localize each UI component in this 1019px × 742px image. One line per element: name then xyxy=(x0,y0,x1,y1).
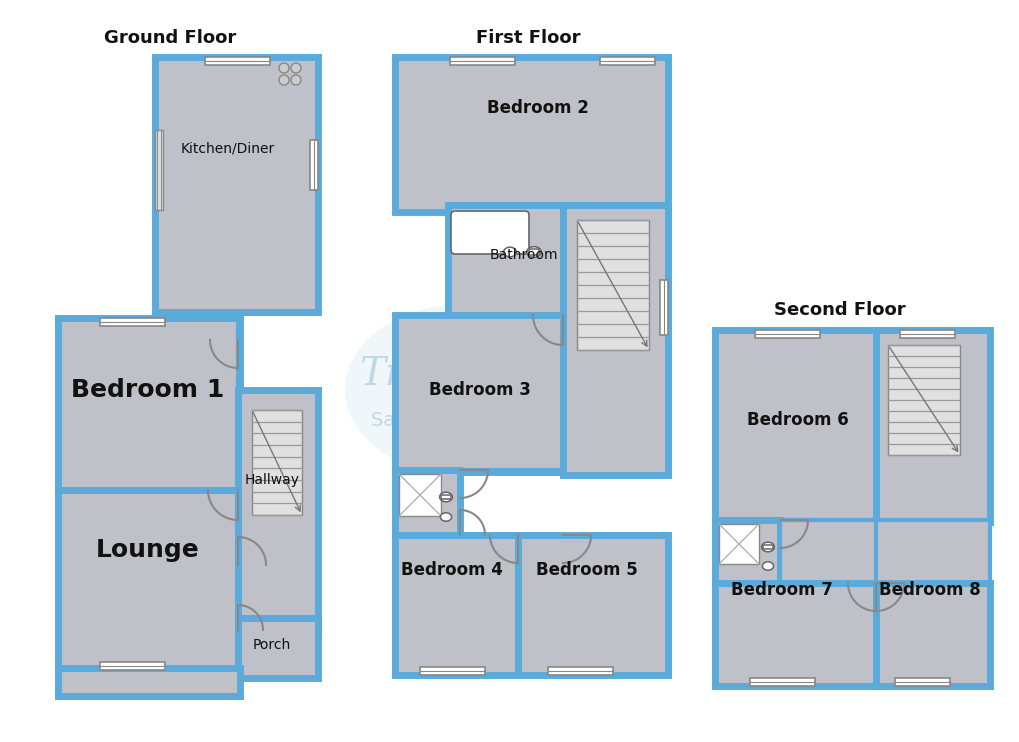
Bar xyxy=(714,520,780,585)
Bar xyxy=(547,667,612,675)
Bar xyxy=(441,495,450,499)
Text: Bathroom: Bathroom xyxy=(489,248,557,262)
Text: Bedroom 1: Bedroom 1 xyxy=(71,378,224,402)
Bar xyxy=(754,330,819,338)
Bar xyxy=(714,330,877,522)
Text: Hallway: Hallway xyxy=(245,473,300,487)
Bar xyxy=(899,330,954,338)
Ellipse shape xyxy=(439,492,452,502)
Text: First Floor: First Floor xyxy=(475,29,580,47)
Bar xyxy=(894,678,949,686)
Circle shape xyxy=(279,75,288,85)
Bar xyxy=(749,678,814,686)
Bar xyxy=(447,205,575,320)
Bar xyxy=(58,668,239,696)
Circle shape xyxy=(279,63,288,73)
Text: Bedroom 3: Bedroom 3 xyxy=(429,381,531,399)
Bar xyxy=(398,474,440,516)
Bar xyxy=(394,470,460,537)
Bar xyxy=(420,667,484,675)
Text: Bedroom 5: Bedroom 5 xyxy=(536,561,637,579)
Text: Bedroom 4: Bedroom 4 xyxy=(400,561,502,579)
Ellipse shape xyxy=(761,562,772,570)
Bar xyxy=(237,390,318,630)
Bar xyxy=(100,662,165,670)
Bar xyxy=(577,220,648,350)
Bar xyxy=(718,524,758,564)
Bar xyxy=(58,318,239,493)
Ellipse shape xyxy=(526,246,541,257)
Bar xyxy=(155,130,163,210)
Bar xyxy=(205,57,270,65)
Bar xyxy=(449,57,515,65)
Text: Lounge: Lounge xyxy=(96,538,200,562)
Bar xyxy=(599,57,654,65)
Bar xyxy=(394,315,565,472)
Bar xyxy=(714,583,877,686)
Text: Bedroom 7: Bedroom 7 xyxy=(731,581,833,599)
Bar xyxy=(237,618,318,678)
Bar xyxy=(518,535,667,675)
Bar xyxy=(58,490,239,670)
Bar xyxy=(155,57,318,312)
Text: Kitchen/Diner: Kitchen/Diner xyxy=(180,141,275,155)
Text: Second Floor: Second Floor xyxy=(773,301,905,319)
Text: Bedroom 2: Bedroom 2 xyxy=(487,99,588,117)
Text: Sales and Lettings: Sales and Lettings xyxy=(370,410,549,430)
Bar xyxy=(100,318,165,326)
Bar xyxy=(394,535,520,675)
Ellipse shape xyxy=(761,542,773,552)
Bar xyxy=(562,205,667,475)
Bar xyxy=(875,330,989,522)
Text: Bedroom 8: Bedroom 8 xyxy=(878,581,980,599)
Bar xyxy=(528,249,539,255)
Text: Ground Floor: Ground Floor xyxy=(104,29,235,47)
FancyBboxPatch shape xyxy=(450,211,529,254)
Bar xyxy=(888,345,959,455)
Bar xyxy=(659,280,667,335)
Ellipse shape xyxy=(344,305,575,475)
Bar xyxy=(252,410,302,515)
Text: Bedroom 6: Bedroom 6 xyxy=(746,411,848,429)
Ellipse shape xyxy=(503,247,516,257)
Bar xyxy=(394,57,667,212)
Text: Tristram's: Tristram's xyxy=(359,356,560,393)
Circle shape xyxy=(290,75,301,85)
Bar xyxy=(310,140,318,190)
Circle shape xyxy=(290,63,301,73)
Text: Porch: Porch xyxy=(253,638,290,652)
Ellipse shape xyxy=(440,513,451,521)
Bar xyxy=(780,520,989,585)
Bar xyxy=(762,545,772,549)
Bar xyxy=(875,583,989,686)
